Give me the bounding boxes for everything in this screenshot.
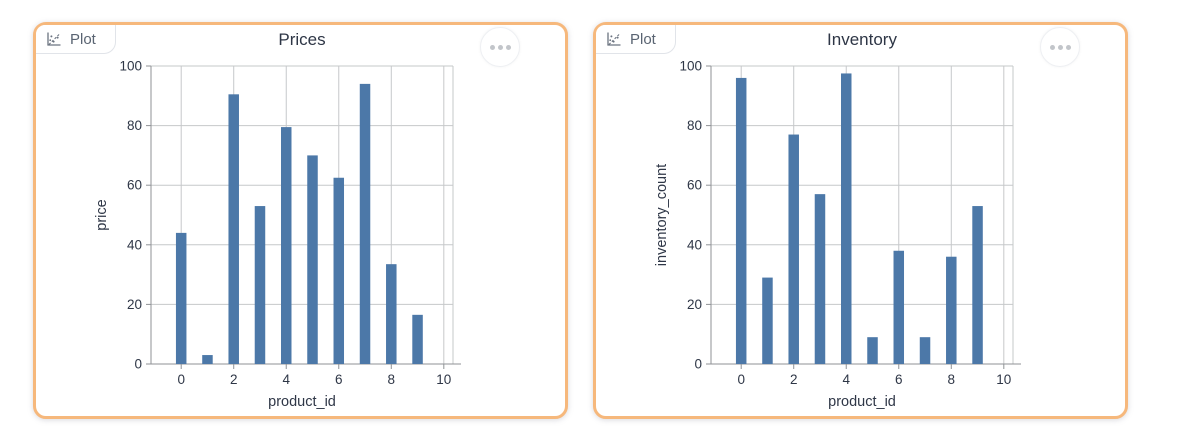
bar bbox=[840, 73, 852, 364]
bar bbox=[307, 155, 318, 364]
x-tick-label: 4 bbox=[842, 372, 850, 387]
bar bbox=[386, 264, 397, 364]
bar bbox=[735, 77, 747, 365]
scatter-plot-icon bbox=[605, 31, 622, 48]
y-tick-label: 0 bbox=[134, 357, 142, 372]
bar bbox=[972, 206, 983, 364]
bar bbox=[814, 194, 826, 364]
x-tick-label: 8 bbox=[388, 372, 396, 387]
bar bbox=[919, 337, 931, 364]
ellipsis-icon bbox=[489, 44, 511, 50]
y-tick-label: 60 bbox=[127, 178, 142, 193]
x-tick-label: 2 bbox=[790, 372, 798, 387]
card-menu-button[interactable] bbox=[480, 27, 520, 67]
y-tick-label: 60 bbox=[687, 178, 702, 193]
plot-card-prices: Plot 0 2 4 6 8 10 0 20 40 60 80 100 product_id price P… bbox=[33, 22, 568, 419]
x-tick-label: 6 bbox=[335, 372, 343, 387]
y-axis-title: price bbox=[94, 199, 110, 230]
x-tick-label: 2 bbox=[230, 372, 238, 387]
bar bbox=[202, 355, 213, 364]
x-axis-title: product_id bbox=[268, 394, 336, 410]
bar bbox=[788, 134, 799, 364]
plot-type-badge[interactable]: Plot bbox=[596, 25, 676, 54]
bar bbox=[359, 83, 371, 364]
plot-badge-label: Plot bbox=[70, 30, 96, 48]
chart-title: Prices bbox=[278, 30, 325, 49]
bar bbox=[893, 250, 905, 364]
y-tick-label: 100 bbox=[679, 59, 702, 74]
x-tick-label: 6 bbox=[895, 372, 903, 387]
bar bbox=[946, 256, 957, 364]
bar-chart-inventory: 0 2 4 6 8 10020406080100product_idinventory_c… bbox=[654, 30, 1021, 410]
y-tick-label: 80 bbox=[687, 118, 702, 133]
bar bbox=[333, 177, 345, 364]
bar bbox=[280, 127, 292, 364]
y-tick-label: 100 bbox=[119, 59, 142, 74]
bar bbox=[762, 277, 773, 364]
bar bbox=[175, 232, 187, 364]
bar bbox=[867, 337, 878, 364]
x-tick-label: 10 bbox=[996, 372, 1011, 387]
x-tick-label: 8 bbox=[948, 372, 956, 387]
bar bbox=[412, 314, 423, 364]
chart-title: Inventory bbox=[827, 30, 897, 49]
x-tick-label: 4 bbox=[282, 372, 290, 387]
y-tick-label: 20 bbox=[127, 297, 142, 312]
y-tick-label: 40 bbox=[127, 237, 142, 252]
ellipsis-icon bbox=[1049, 44, 1071, 50]
y-tick-label: 20 bbox=[687, 297, 702, 312]
plot-badge-label: Plot bbox=[630, 30, 656, 48]
x-tick-label: 0 bbox=[737, 372, 745, 387]
bar bbox=[228, 94, 239, 364]
x-tick-label: 0 bbox=[177, 372, 185, 387]
card-menu-button[interactable] bbox=[1040, 27, 1080, 67]
x-tick-label: 10 bbox=[436, 372, 451, 387]
y-tick-label: 0 bbox=[694, 357, 702, 372]
x-axis-title: product_id bbox=[828, 394, 896, 410]
bar bbox=[254, 206, 266, 364]
plot-type-badge[interactable]: Plot bbox=[36, 25, 116, 54]
y-tick-label: 40 bbox=[687, 237, 702, 252]
y-tick-label: 80 bbox=[127, 118, 142, 133]
plot-card-inventory: Plot 0 2 4 6 8 10 0 20 40 60 80 100 product_id invent… bbox=[593, 22, 1128, 419]
scatter-plot-icon bbox=[45, 31, 62, 48]
y-axis-title: inventory_count bbox=[654, 164, 670, 266]
